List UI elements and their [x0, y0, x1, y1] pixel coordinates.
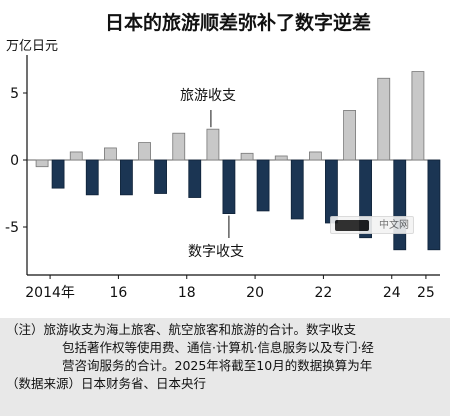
watermark-logo — [335, 220, 369, 231]
digital-bar — [427, 159, 441, 251]
watermark-text: 中文网 — [379, 220, 409, 231]
tourism-bar — [309, 151, 322, 161]
x-tick-label: 18 — [178, 285, 196, 301]
x-tick-label: 20 — [246, 285, 264, 301]
tourism-annotation: 旅游收支 — [180, 88, 236, 104]
tourism-bar — [35, 159, 49, 168]
digital-bar — [256, 159, 270, 212]
tourism-bar — [411, 71, 425, 161]
digital-annotation: 数字收支 — [188, 244, 244, 260]
x-tick-label: 24 — [383, 285, 401, 301]
tourism-bar — [377, 77, 391, 161]
note-line-4: （数据来源）日本财务省、日本央行 — [6, 376, 207, 391]
chart-area: 日本的旅游顺差弥补了数字逆差 万亿日元 5 0 -5 2014年 16 18 20 22 24 2… — [5, 11, 441, 301]
note-line-3: 营咨询服务的合计。2025年将截至10月的数据换算为年 — [62, 358, 373, 373]
tourism-bar — [104, 147, 117, 161]
y-tick-label: 0 — [10, 153, 19, 169]
digital-bar — [222, 159, 236, 214]
digital-bar — [154, 159, 167, 194]
tourism-bar — [206, 128, 220, 161]
tick-labels: 5 0 -5 2014年 16 18 20 22 24 25 — [5, 86, 435, 301]
tourism-bar — [343, 110, 356, 161]
digital-bar — [120, 159, 133, 196]
y-axis-unit-label: 万亿日元 — [6, 39, 58, 54]
tourism-bar — [172, 132, 186, 161]
bars — [35, 71, 441, 251]
digital-bar — [85, 159, 99, 196]
digital-bar — [290, 159, 304, 220]
watermark-badge: 中文网 — [330, 216, 414, 234]
chart-title: 日本的旅游顺差弥补了数字逆差 — [105, 11, 371, 34]
tourism-bar — [138, 142, 151, 161]
tourism-bar — [240, 152, 254, 161]
y-tick-label: 5 — [10, 86, 19, 102]
tourism-bar — [274, 155, 288, 161]
x-tick-label: 2014年 — [25, 285, 75, 301]
digital-bar — [325, 159, 338, 224]
note-line-1: （注）旅游收支为海上旅客、航空旅客和旅游的合计。数字收支 — [6, 322, 357, 337]
note-line-2: 包括著作权等使用费、通信·计算机·信息服务以及专门·经 — [62, 340, 374, 355]
x-tick-label: 16 — [110, 285, 128, 301]
y-tick-label: -5 — [5, 220, 19, 236]
x-tick-label: 22 — [315, 285, 333, 301]
digital-bar — [188, 159, 202, 198]
tourism-bar — [69, 151, 83, 161]
digital-bar — [393, 159, 407, 251]
notes-panel: （注）旅游收支为海上旅客、航空旅客和旅游的合计。数字收支 包括著作权等使用费、通… — [0, 318, 450, 416]
digital-bar — [51, 159, 65, 189]
x-tick-label: 25 — [417, 285, 435, 301]
